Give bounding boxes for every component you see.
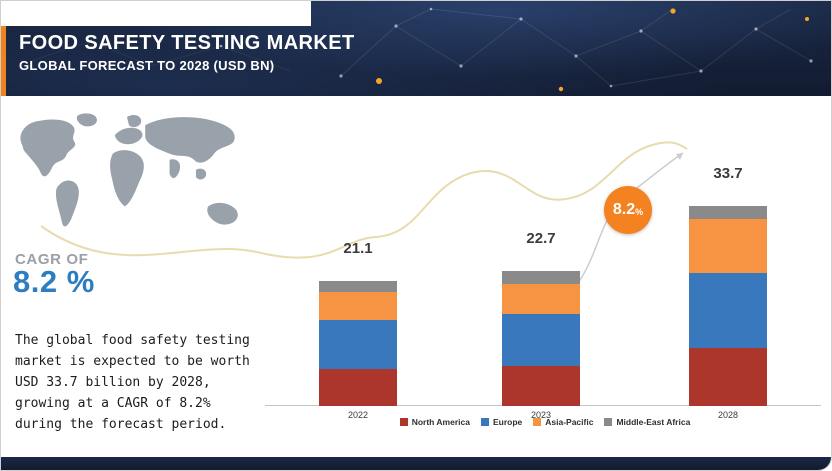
legend-item-north-america: North America xyxy=(399,417,470,427)
market-description: The global food safety testing market is… xyxy=(15,333,250,432)
bar-segment-europe xyxy=(689,273,767,348)
bar-total-label: 21.1 xyxy=(343,239,373,257)
bar-stack xyxy=(319,280,397,406)
legend-label: Asia-Pacific xyxy=(545,417,594,427)
x-axis-label: 2028 xyxy=(717,410,739,420)
legend-label: North America xyxy=(411,417,470,427)
chart-plot-area: 21.1 2022 22.7 2023 33.7 2028 xyxy=(265,121,821,420)
legend-swatch-icon xyxy=(604,418,613,426)
bar-2028: 33.7 2028 xyxy=(689,165,767,420)
bar-segment-north-america xyxy=(689,347,767,406)
growth-badge: 8.2 % xyxy=(604,186,652,234)
badge-value: 8.2 xyxy=(612,201,636,218)
cagr-value: 8.2 % xyxy=(13,264,95,299)
legend-item-europe: Europe xyxy=(480,417,523,427)
bar-segment-north-america xyxy=(502,366,580,406)
legend-label: Europe xyxy=(492,417,523,427)
x-axis-label: 2023 xyxy=(530,410,552,420)
page-title: FOOD SAFETY TESTING MARKET xyxy=(19,32,355,54)
legend-item-asia-pacific: Asia-Pacific xyxy=(533,417,593,427)
page-subtitle: GLOBAL FORECAST TO 2028 (USD BN) xyxy=(19,58,275,73)
chart-legend: North America Europe Asia-Pacific Middle-Ea… xyxy=(269,417,821,427)
bar-segment-europe xyxy=(502,314,580,367)
x-axis-label: 2022 xyxy=(347,410,369,420)
bar-segment-middle-east-africa xyxy=(689,206,767,220)
bar-segment-europe xyxy=(319,320,397,369)
bar-segment-middle-east-africa xyxy=(319,280,397,293)
bar-segment-middle-east-africa xyxy=(502,271,580,285)
bar-segment-asia-pacific xyxy=(502,284,580,315)
world-map-icon xyxy=(20,113,238,227)
legend-label: Middle-East Africa xyxy=(616,417,691,427)
legend-swatch-icon xyxy=(399,418,408,426)
bar-2023: 22.7 2023 xyxy=(502,230,580,420)
bar-segment-north-america xyxy=(319,368,397,406)
header: FOOD SAFETY TESTING MARKET GLOBAL FORECA… xyxy=(1,1,831,96)
bar-total-label: 22.7 xyxy=(526,230,556,248)
network-decoration-icon xyxy=(30,7,813,92)
bar-stack xyxy=(502,271,580,406)
badge-unit: % xyxy=(635,207,644,217)
legend-item-middle-east-africa: Middle-East Africa xyxy=(604,417,690,427)
bar-2022: 21.1 2022 xyxy=(319,240,397,420)
legend-swatch-icon xyxy=(480,418,489,426)
bar-total-label: 33.7 xyxy=(713,165,743,183)
accent-bar xyxy=(1,26,6,96)
footer-band xyxy=(1,457,831,470)
bar-segment-asia-pacific xyxy=(319,292,397,321)
bar-segment-asia-pacific xyxy=(689,219,767,274)
legend-swatch-icon xyxy=(533,418,542,426)
bar-stack xyxy=(689,206,767,406)
